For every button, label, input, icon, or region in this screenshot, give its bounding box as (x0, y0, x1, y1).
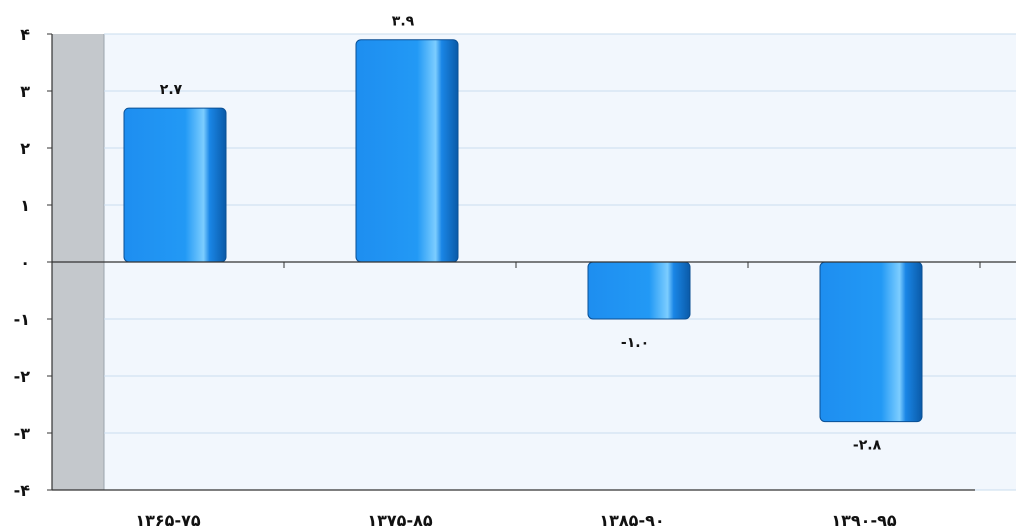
x-tick-label: ۱۳۶۵-۷۵ (135, 511, 200, 530)
y-tick-label: ۴ (20, 25, 30, 44)
bar (819, 261, 923, 423)
data-label: -۱.۰ (621, 335, 649, 351)
bar (123, 107, 227, 263)
data-label: ۲.۷ (160, 82, 183, 98)
y-tick-label: -۲ (14, 367, 31, 386)
y-tick-label: -۴ (14, 481, 31, 500)
axes (47, 33, 1016, 491)
bar (587, 261, 691, 320)
y-tick-label: -۱ (14, 310, 30, 329)
data-label: ۳.۹ (392, 14, 415, 30)
x-tick-label: ۱۳۸۵-۹۰ (599, 511, 664, 530)
bars (123, 39, 923, 423)
y-tick-label: -۳ (14, 424, 31, 443)
labels: ۴ ۳ ۲ ۱ ۰ -۱ -۲ -۳ -۴ ۲.۷ ۱۳۶۵-۷۵ ۳.۹ ۱۳۷۵-۸۵ -۱.۰ ۱۳۸… (14, 14, 897, 530)
y-tick-label: ۰ (20, 253, 30, 272)
x-tick-label: ۱۳۹۰-۹۵ (831, 511, 896, 530)
y-tick-label: ۲ (20, 139, 30, 158)
y-tick-label: ۱ (20, 196, 30, 215)
x-tick-label: ۱۳۷۵-۸۵ (367, 511, 432, 530)
bar (355, 39, 459, 263)
data-label: -۲.۸ (853, 438, 882, 454)
y-tick-label: ۳ (20, 82, 30, 101)
